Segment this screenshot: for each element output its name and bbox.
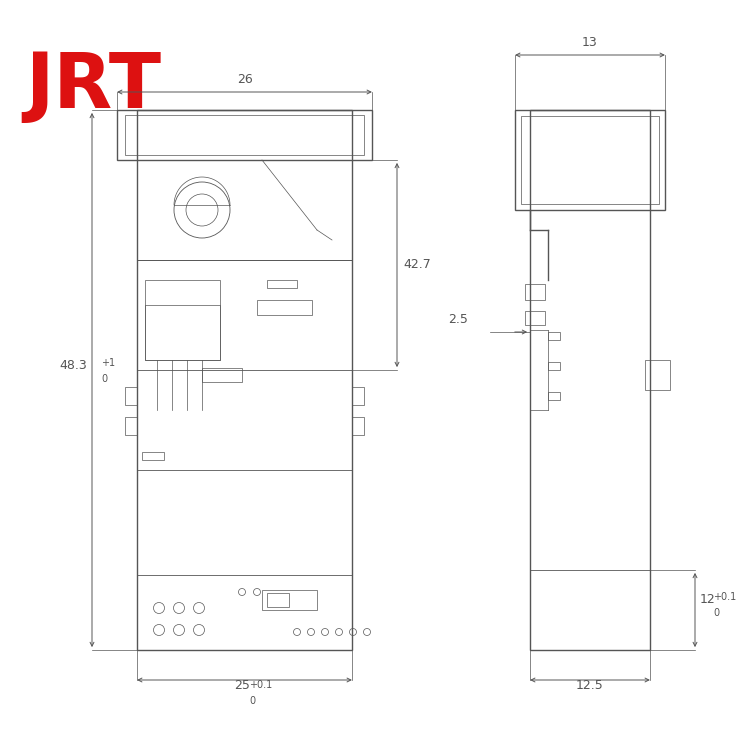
Bar <box>525 311 545 325</box>
Text: 2.5: 2.5 <box>448 313 468 326</box>
Bar <box>125 387 137 405</box>
Bar <box>645 360 670 390</box>
Bar <box>142 452 164 460</box>
Bar <box>202 368 242 382</box>
Text: +1: +1 <box>101 358 115 368</box>
Text: 26: 26 <box>237 73 252 86</box>
Text: 25: 25 <box>235 679 250 692</box>
Bar <box>515 110 665 210</box>
Bar <box>117 110 372 160</box>
Text: 12: 12 <box>700 593 715 606</box>
Text: 0: 0 <box>101 374 107 384</box>
Bar <box>548 392 560 400</box>
Bar <box>137 110 352 650</box>
Bar <box>548 332 560 340</box>
Text: 12.5: 12.5 <box>576 679 604 692</box>
Bar <box>145 280 220 360</box>
Text: 0: 0 <box>249 696 255 706</box>
Text: 0: 0 <box>713 608 719 618</box>
Text: 42.7: 42.7 <box>403 259 430 272</box>
Bar <box>145 305 220 360</box>
Bar <box>352 387 364 405</box>
Bar <box>525 284 545 300</box>
Text: 48.3: 48.3 <box>59 359 87 372</box>
Bar <box>262 590 317 610</box>
Text: +0.1: +0.1 <box>249 680 272 690</box>
Text: JRT: JRT <box>25 50 161 124</box>
Bar <box>267 593 289 607</box>
Bar <box>125 417 137 435</box>
Bar <box>125 115 364 155</box>
Text: 13: 13 <box>582 36 598 49</box>
Bar <box>521 116 659 204</box>
Text: +0.1: +0.1 <box>713 592 736 602</box>
Bar <box>352 417 364 435</box>
Bar <box>530 110 650 650</box>
Bar <box>548 362 560 370</box>
Bar <box>257 300 312 315</box>
Bar <box>267 280 297 288</box>
